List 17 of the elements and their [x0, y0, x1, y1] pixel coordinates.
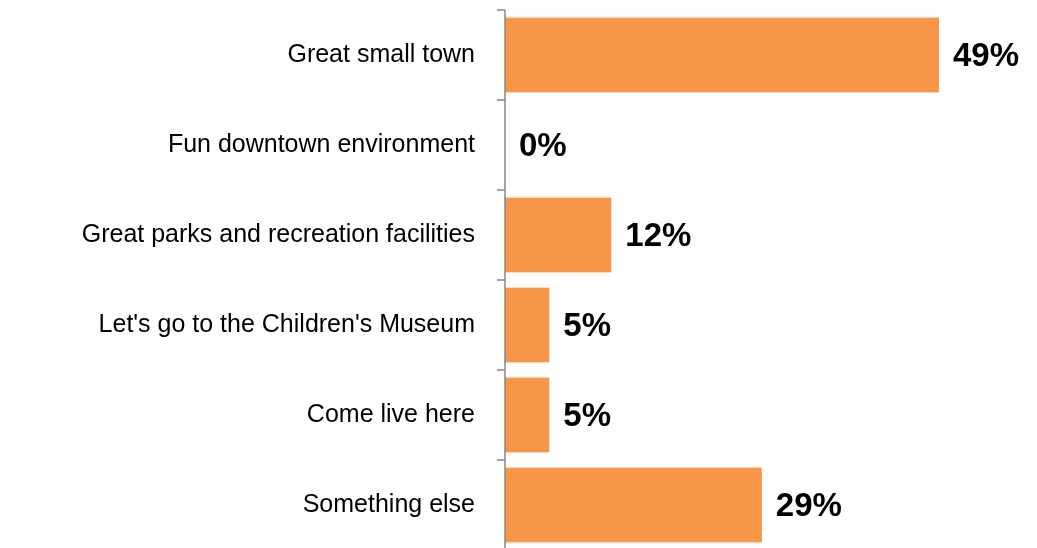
y-tick-label: Something else	[302, 488, 475, 517]
bar	[505, 17, 939, 93]
bar	[505, 467, 762, 543]
y-tick-label: Fun downtown environment	[167, 128, 476, 157]
y-tick-label: Let's go to the Children's Museum	[98, 308, 475, 337]
bar	[505, 377, 550, 453]
data-label: 0%	[519, 125, 567, 163]
y-tick-label: Great small town	[287, 38, 475, 67]
bar	[505, 287, 550, 363]
data-label: 5%	[563, 395, 611, 433]
data-label: 5%	[563, 305, 611, 343]
data-label: 29%	[775, 485, 842, 523]
y-tick-label: Great parks and recreation facilities	[81, 218, 475, 247]
y-tick-label: Come live here	[306, 398, 475, 427]
data-label: 12%	[625, 215, 692, 253]
data-label: 49%	[953, 35, 1020, 73]
bar	[505, 197, 612, 273]
